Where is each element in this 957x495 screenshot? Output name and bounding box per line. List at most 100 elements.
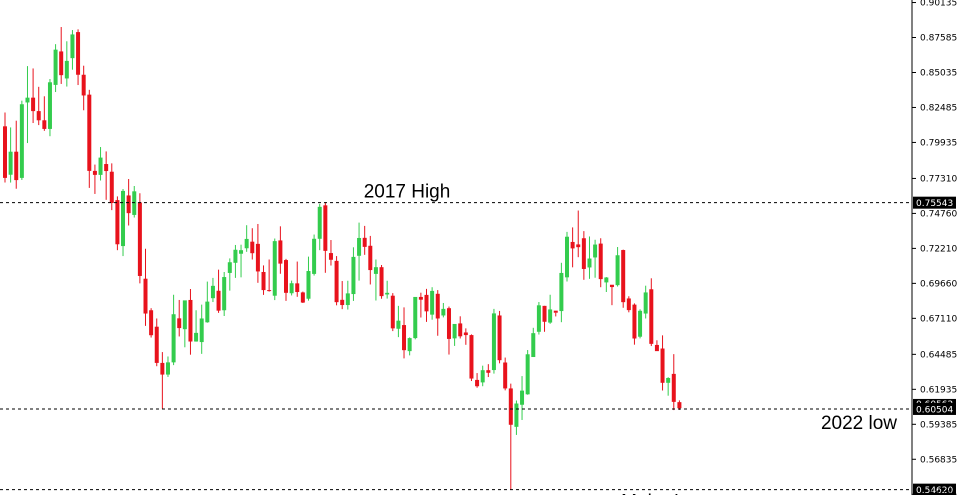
candle-body-down: [576, 244, 581, 248]
candle-body-down: [295, 283, 300, 293]
candle-body-down: [143, 278, 148, 314]
candle-body-up: [587, 258, 592, 268]
candle-body-down: [154, 326, 159, 363]
price-axis: 0.90135 0.87585 0.85035 0.82485 0.79935 0.773…: [911, 0, 957, 495]
candle-body-down: [149, 310, 154, 336]
candle-body-up: [452, 323, 457, 339]
candle-body-down: [284, 260, 288, 293]
candle-body-down: [418, 296, 423, 300]
candle-body-down: [104, 164, 109, 172]
candle-body-up: [289, 283, 294, 294]
candle-body-down: [632, 304, 637, 339]
axis-tick-label: 0.74760: [920, 209, 957, 219]
candle-body-down: [609, 284, 614, 288]
axis-tick-label: 0.79935: [920, 138, 957, 148]
candle-body-down: [475, 379, 480, 387]
candle-body-up: [210, 285, 215, 299]
candle-body-down: [267, 290, 272, 292]
candle-body-up: [413, 296, 418, 339]
candle-body-up: [227, 262, 232, 273]
candle-body-down: [323, 205, 328, 251]
candle-body-down: [542, 305, 547, 322]
candle-body-down: [76, 32, 81, 75]
candle-body-down: [334, 260, 339, 303]
candle-body-up: [244, 238, 249, 249]
candle-body-down: [87, 94, 92, 171]
candle-body-up: [165, 362, 170, 375]
candle-body-up: [559, 272, 564, 312]
price-badge: [913, 402, 956, 415]
candle-body-up: [47, 82, 52, 129]
candle-body-down: [390, 295, 395, 329]
axis-tick-label: 0.69660: [920, 279, 957, 289]
candle-body-up: [441, 308, 446, 316]
candle-body-up: [222, 277, 227, 311]
candle-body-down: [497, 315, 502, 361]
candle-body-down: [115, 200, 120, 245]
candle-body-up: [480, 370, 485, 383]
candle-body-up: [491, 313, 496, 371]
candle-body-down: [109, 171, 114, 203]
candle-body-down: [458, 323, 463, 337]
candle-body-up: [312, 238, 317, 274]
axis-tick-label: 0.72210: [920, 244, 957, 254]
candle-body-up: [407, 338, 412, 352]
candle-body-down: [486, 370, 491, 373]
candle-body-up: [615, 255, 620, 286]
candle-body-down: [424, 294, 429, 312]
candle-body-down: [598, 243, 603, 280]
candle-body-down: [654, 344, 659, 352]
candle-body-up: [205, 301, 210, 323]
candle-body-up: [351, 256, 356, 295]
price-badge-label: 0.54620: [916, 486, 953, 495]
candle-body-down: [3, 126, 7, 178]
candle-body-down: [402, 325, 407, 351]
candle-body-up: [171, 314, 176, 363]
candle-body-up: [194, 332, 199, 342]
candle-body-down: [463, 332, 468, 336]
candle-body-up: [385, 292, 390, 295]
candle-body-down: [261, 271, 266, 291]
price-badge: [913, 196, 956, 209]
candle-body-up: [536, 305, 541, 332]
level-annotation: Major Low: [621, 492, 709, 495]
candle-body-down: [368, 245, 373, 271]
candles-layer: [3, 27, 682, 490]
candle-body-down: [379, 267, 384, 297]
candle-body-down: [42, 120, 47, 129]
candle-body-down: [446, 308, 451, 339]
candle-body-down: [177, 318, 182, 329]
candle-body-up: [19, 104, 24, 178]
candle-body-down: [553, 310, 558, 313]
candle-body-up: [70, 34, 75, 59]
candle-body-down: [36, 111, 41, 121]
candle-body-up: [643, 292, 648, 314]
candle-body-up: [64, 60, 69, 79]
candle-body-down: [59, 51, 64, 76]
candle-body-down: [137, 202, 142, 276]
candle-body-up: [396, 320, 401, 329]
candle-body-up: [317, 206, 322, 239]
axis-tick-label: 0.85035: [920, 68, 957, 78]
candle-body-up: [666, 378, 671, 383]
candle-body-down: [570, 241, 575, 249]
axis-tick-label: 0.64485: [920, 350, 957, 360]
candle-body-up: [373, 267, 378, 274]
candle-body-up: [98, 157, 103, 175]
candle-body-up: [531, 333, 536, 358]
candle-body-up: [638, 310, 643, 337]
candle-body-down: [81, 74, 86, 96]
candle-body-down: [126, 195, 131, 214]
candle-body-down: [362, 237, 367, 247]
candle-body-down: [508, 388, 513, 425]
axis-tick-label: 0.54285: [920, 490, 957, 495]
candle-body-down: [278, 240, 283, 264]
axis-tick-label: 0.90135: [920, 0, 957, 9]
candle-body-up: [565, 236, 569, 278]
candle-body-up: [357, 237, 362, 256]
axis-tick-label: 0.77310: [920, 174, 957, 184]
axis-tick-label: 0.61935: [920, 385, 957, 395]
candle-body-down: [671, 373, 676, 402]
